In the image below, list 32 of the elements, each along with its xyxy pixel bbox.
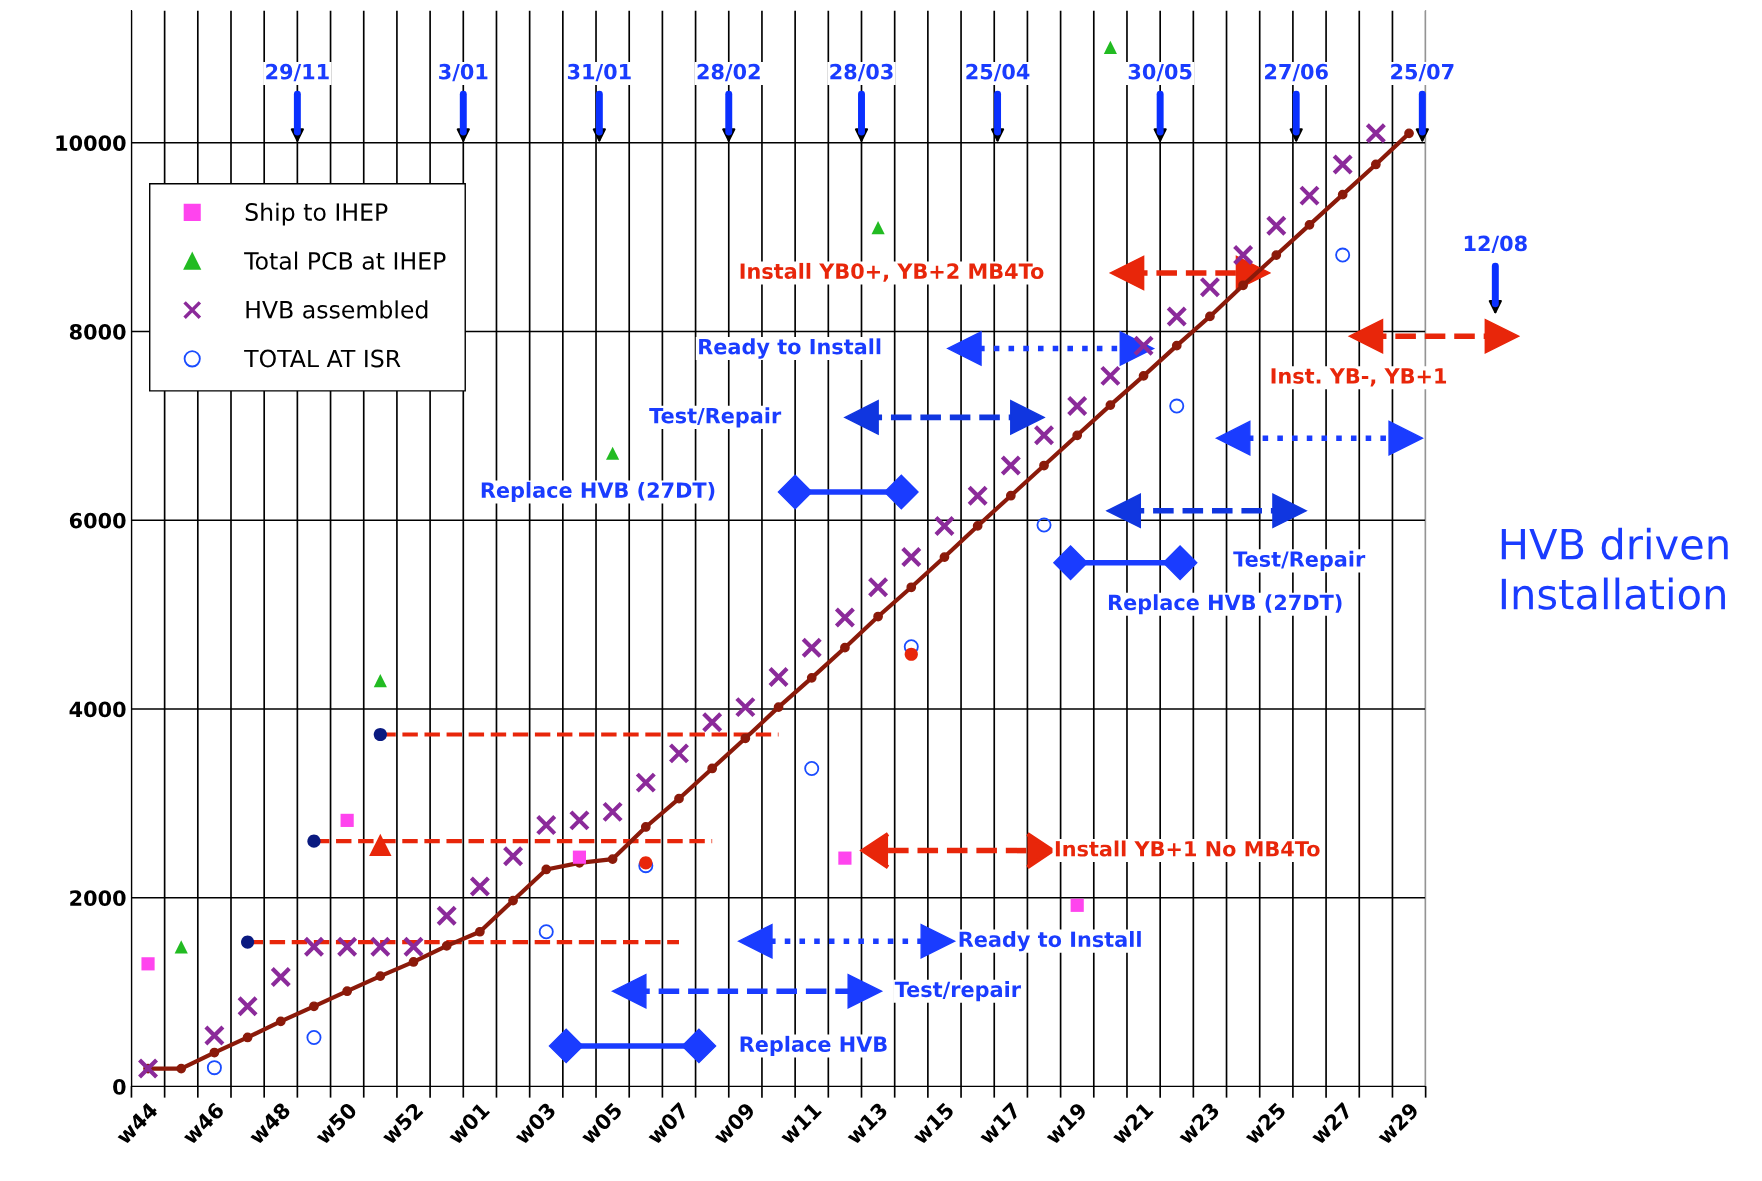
- y-tick-label: 4000: [69, 701, 126, 718]
- text: 12/08: [1464, 235, 1527, 253]
- annotation: Test/Repair: [1233, 550, 1366, 571]
- annotation: Replace HVB (27DT): [1108, 594, 1342, 615]
- annotation: 31/01: [567, 63, 631, 82]
- annotation: 3/01: [439, 63, 488, 82]
- y-tick-label: 2000: [70, 890, 126, 906]
- annotation: Inst. YB-, YB+1: [1271, 368, 1447, 387]
- annotation: 28/02: [697, 63, 760, 82]
- annotation: 28/03: [830, 63, 893, 82]
- legend-label: Ship to IHEP: [245, 202, 388, 226]
- annotation: Test/Repair: [649, 407, 782, 428]
- y-tick-label: 10000: [56, 135, 126, 151]
- annotation: Test/repair: [894, 981, 1021, 1002]
- annotation: Replace HVB (27DT): [481, 481, 715, 503]
- annotation: Ready to Install: [699, 338, 881, 359]
- annotation: Replace HVB: [740, 1035, 887, 1057]
- annotation: 25/07: [1391, 63, 1454, 82]
- legend-label: TOTAL AT ISR: [244, 349, 401, 368]
- annotation: 30/05: [1128, 63, 1192, 82]
- y-tick-label: 6000: [69, 512, 126, 529]
- annotation: 29/11: [266, 63, 329, 82]
- annotation: Ready to Install: [959, 931, 1141, 952]
- text: HVB driven Installation: [1501, 527, 1728, 610]
- y-tick-label: 0: [113, 1078, 126, 1095]
- y-tick-label: 8000: [69, 323, 126, 340]
- annotation: Install YB+1 No MB4To: [1055, 840, 1320, 857]
- annotation: Install YB0+, YB+2 MB4To: [740, 262, 1044, 282]
- legend-label: Total PCB at IHEP: [244, 251, 446, 270]
- annotation: 25/04: [966, 63, 1030, 82]
- legend-label: HVB assembled: [246, 300, 428, 319]
- annotation: 27/06: [1265, 63, 1328, 82]
